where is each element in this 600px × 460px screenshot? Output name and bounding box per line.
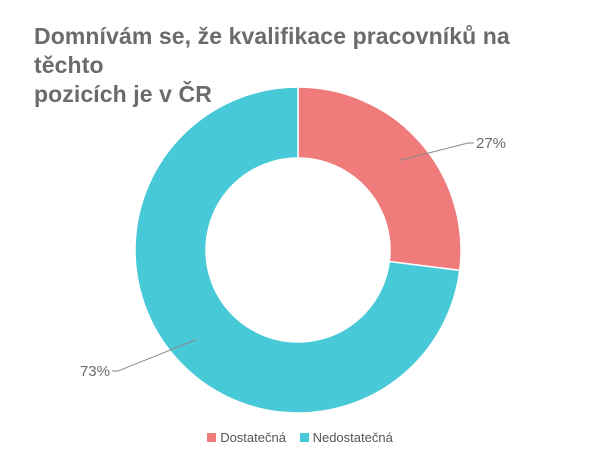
data-label-dostatecna: 27%: [476, 135, 506, 152]
legend-label-nedostatecna: Nedostatečná: [312, 430, 393, 445]
legend-swatch-nedostatecna: [299, 433, 309, 442]
leader-line-nedostatecna: [112, 339, 197, 372]
legend-swatch-dostatecna: [207, 433, 217, 442]
legend: Dostatečná Nedostatečná: [0, 430, 600, 445]
chart-title: Domnívám se, že kvalifikace pracovníků n…: [34, 22, 574, 109]
data-labels: 27% 73%: [80, 135, 506, 380]
leader-lines: [112, 142, 474, 372]
leader-line-dostatecna: [399, 142, 474, 161]
legend-item-nedostatecna: Nedostatečná: [299, 430, 393, 445]
legend-item-dostatecna: Dostatečná: [207, 430, 286, 445]
chart-title-line-2: pozicích je v ČR: [34, 81, 212, 107]
data-label-nedostatecna: 73%: [80, 363, 110, 380]
legend-label-dostatecna: Dostatečná: [220, 430, 286, 445]
donut-slices: [134, 86, 462, 414]
slice-dostatecna: [297, 86, 462, 272]
chart-title-line-1: Domnívám se, že kvalifikace pracovníků n…: [34, 23, 510, 78]
slice-nedostatecna: [134, 86, 461, 414]
